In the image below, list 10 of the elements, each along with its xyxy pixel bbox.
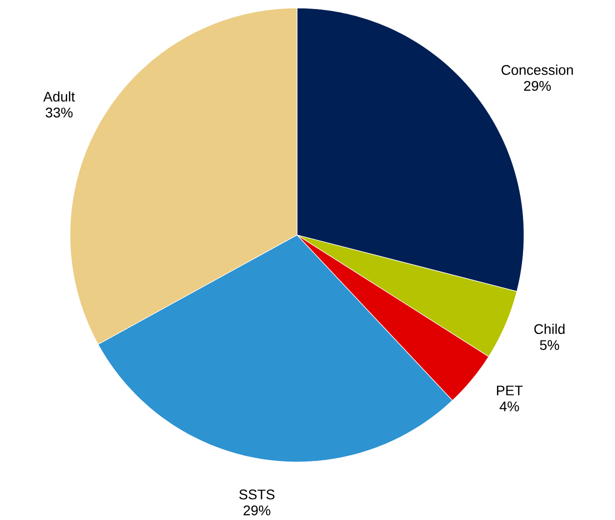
data-label: 29% xyxy=(244,505,270,516)
data-label: 4% xyxy=(500,402,519,412)
slice-label: Adult xyxy=(43,91,75,102)
data-label: 33% xyxy=(46,108,73,118)
slice-label: SSTS xyxy=(239,490,274,500)
data-label: 5% xyxy=(540,340,560,350)
slice-label: Child xyxy=(534,324,564,334)
data-label: 29% xyxy=(524,80,551,91)
slice-label: PET xyxy=(496,386,523,396)
slice-label: Concession xyxy=(502,64,573,75)
